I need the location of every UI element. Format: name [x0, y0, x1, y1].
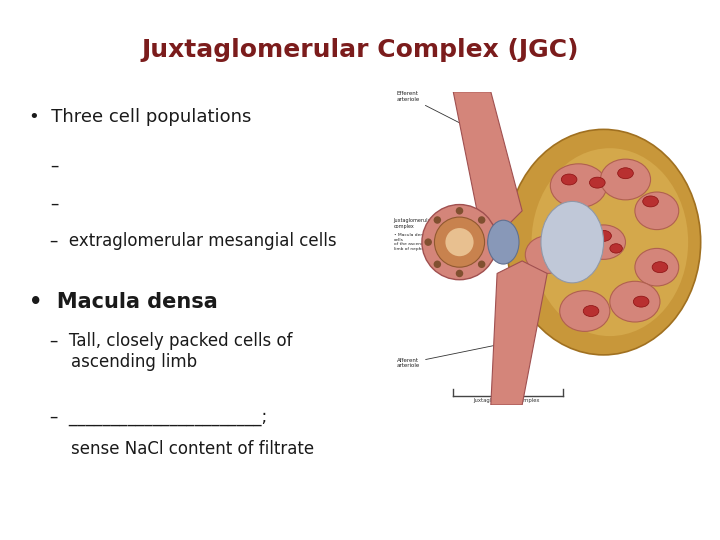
Text: Efferent
arteriole: Efferent arteriole: [397, 91, 487, 137]
Ellipse shape: [600, 159, 651, 200]
Circle shape: [433, 216, 441, 224]
Circle shape: [456, 269, 463, 277]
Ellipse shape: [526, 236, 569, 273]
Ellipse shape: [487, 220, 519, 264]
Text: •  Three cell populations: • Three cell populations: [29, 108, 251, 126]
Ellipse shape: [559, 291, 610, 332]
Text: Afferent
arteriole: Afferent arteriole: [397, 342, 506, 368]
Text: • Macula densa
cells
of the ascending
limb of nephron loop: • Macula densa cells of the ascending li…: [394, 233, 438, 251]
Ellipse shape: [582, 225, 626, 259]
Ellipse shape: [610, 244, 622, 253]
Circle shape: [422, 205, 497, 280]
Ellipse shape: [562, 174, 577, 185]
Ellipse shape: [634, 296, 649, 307]
Circle shape: [456, 207, 463, 214]
Ellipse shape: [618, 168, 634, 179]
Text: –  extraglomerular mesangial cells: – extraglomerular mesangial cells: [50, 232, 337, 250]
Ellipse shape: [531, 148, 688, 336]
Circle shape: [478, 216, 485, 224]
Circle shape: [424, 238, 432, 246]
Ellipse shape: [643, 196, 658, 207]
Text: Juxtaglomerular
complex: Juxtaglomerular complex: [394, 218, 433, 229]
Circle shape: [487, 238, 495, 246]
Ellipse shape: [610, 281, 660, 322]
Circle shape: [478, 260, 485, 268]
Polygon shape: [491, 261, 547, 405]
Polygon shape: [454, 92, 522, 230]
Ellipse shape: [635, 248, 679, 286]
Text: –  Tall, closely packed cells of
    ascending limb: – Tall, closely packed cells of ascendin…: [50, 332, 293, 371]
Ellipse shape: [506, 130, 701, 355]
Circle shape: [446, 228, 474, 256]
Circle shape: [433, 260, 441, 268]
Text: –: –: [50, 194, 59, 212]
Ellipse shape: [546, 249, 562, 260]
Ellipse shape: [572, 247, 585, 256]
Text: Juxtaglomerular complex: Juxtaglomerular complex: [473, 399, 540, 403]
Ellipse shape: [583, 306, 599, 316]
Text: –  _______________________;: – _______________________;: [50, 408, 268, 426]
Text: sense NaCl content of filtrate: sense NaCl content of filtrate: [50, 440, 315, 458]
Ellipse shape: [590, 177, 605, 188]
Circle shape: [434, 217, 485, 267]
Text: Juxtaglomerular Complex (JGC): Juxtaglomerular Complex (JGC): [141, 38, 579, 62]
Ellipse shape: [541, 201, 603, 283]
Ellipse shape: [550, 164, 607, 208]
Text: –: –: [50, 157, 59, 174]
Ellipse shape: [595, 231, 611, 241]
Ellipse shape: [652, 262, 667, 273]
Ellipse shape: [635, 192, 679, 230]
Text: •  Macula densa: • Macula densa: [29, 292, 217, 312]
